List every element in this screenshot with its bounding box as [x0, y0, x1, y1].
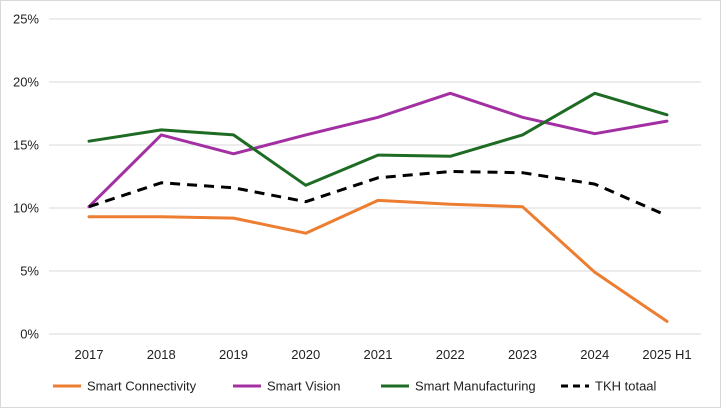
legend-label: Smart Connectivity — [87, 379, 197, 394]
y-tick-label: 5% — [20, 264, 39, 279]
x-tick-label: 2017 — [75, 347, 104, 362]
legend-label: Smart Manufacturing — [415, 379, 536, 394]
y-tick-label: 15% — [13, 138, 39, 153]
x-tick-label: 2019 — [219, 347, 248, 362]
x-tick-label: 2024 — [580, 347, 609, 362]
y-tick-label: 20% — [13, 75, 39, 90]
series-line-3 — [87, 91, 669, 187]
series-line-2 — [87, 91, 669, 209]
x-tick-label: 2021 — [364, 347, 393, 362]
legend-label: TKH totaal — [595, 379, 657, 394]
series-lines — [87, 91, 669, 323]
y-tick-label: 10% — [13, 201, 39, 216]
gridlines — [49, 18, 701, 335]
legend-label: Smart Vision — [267, 379, 340, 394]
y-tick-label: 25% — [13, 12, 39, 27]
x-tick-label: 2020 — [291, 347, 320, 362]
series-line-1 — [87, 198, 669, 323]
y-axis-ticks: 0% 5% 10% 15% 20% 25% — [13, 12, 39, 342]
x-tick-label: 2023 — [508, 347, 537, 362]
x-tick-label: 2025 H1 — [642, 347, 691, 362]
legend: Smart Connectivity Smart Vision Smart Manu… — [53, 379, 657, 394]
y-tick-label: 0% — [20, 327, 39, 342]
x-tick-label: 2018 — [147, 347, 176, 362]
series-line-4 — [88, 170, 668, 217]
x-axis-ticks: 2017 2018 2019 2020 2021 2022 2023 2024 2025 H1 — [75, 347, 692, 362]
x-tick-label: 2022 — [436, 347, 465, 362]
